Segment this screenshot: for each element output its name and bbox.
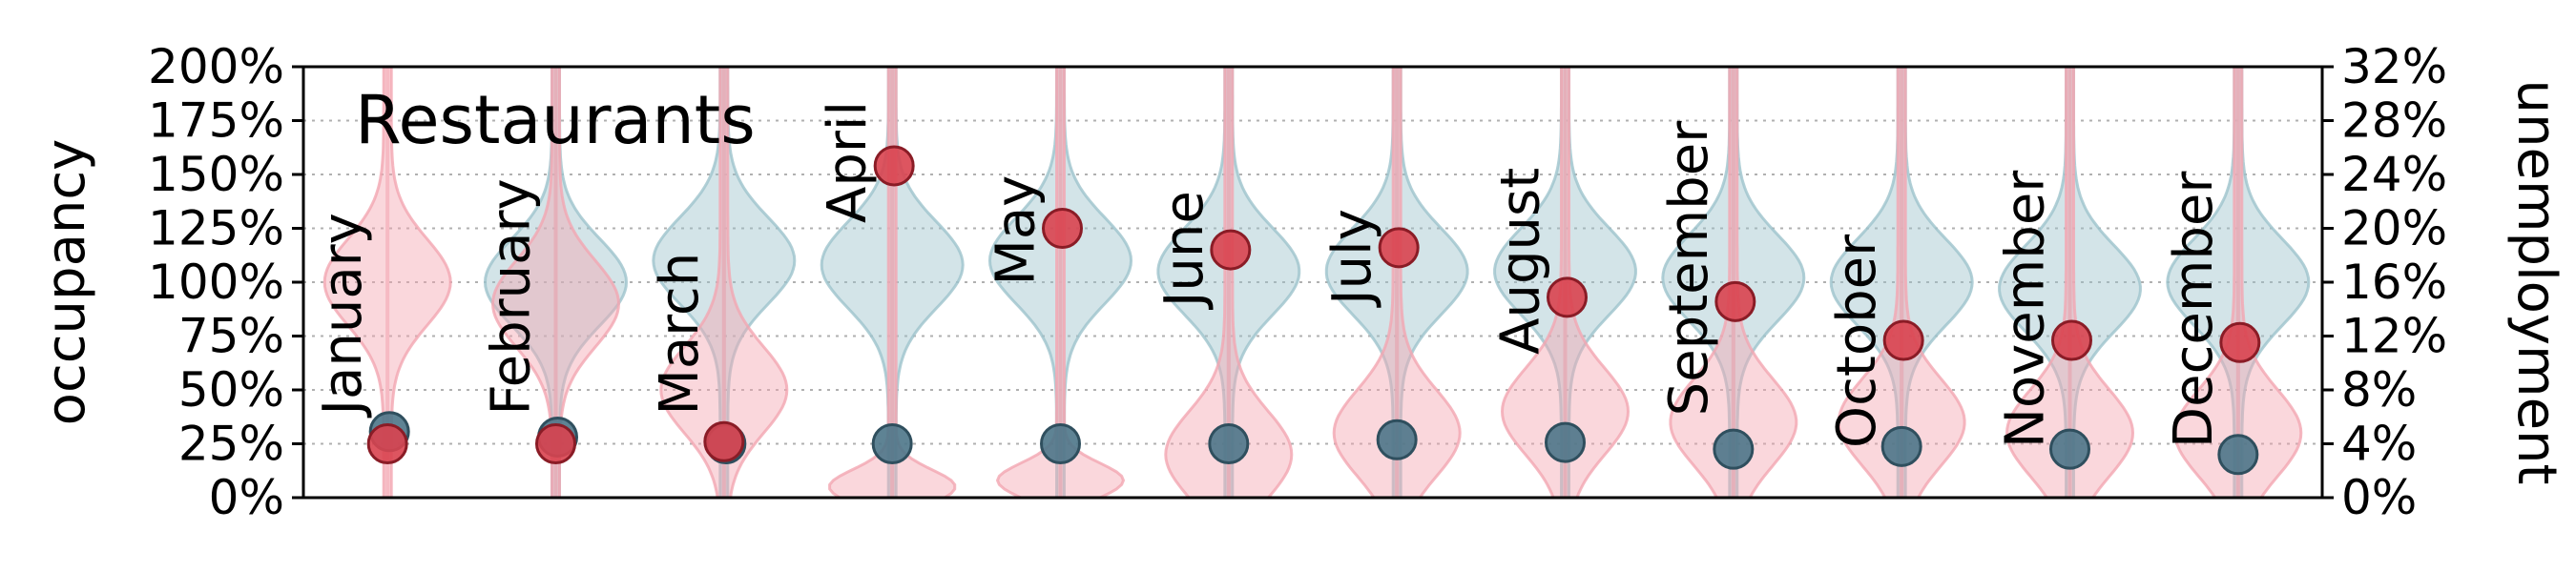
unemployment-marker [2049,428,2090,470]
right-tick-label: 24% [2341,147,2447,202]
month-label: March [649,253,711,416]
occupancy-marker [535,423,576,464]
unemployment-marker [1376,419,1418,460]
right-tick-label: 16% [2341,255,2447,310]
y-axis-label-right: unemployment [2505,80,2567,485]
occupancy-marker [1210,229,1252,271]
occupancy-marker [2051,319,2092,361]
month-label: November [1995,170,2057,448]
markers [366,145,2261,476]
occupancy-marker [1378,227,1420,269]
left-tick-label: 25% [178,417,284,472]
month-label: January [312,213,374,418]
right-axis: 0%4%8%12%16%20%24%28%32% [2322,39,2447,525]
right-tick-label: 28% [2341,93,2447,149]
month-label: May [986,175,1048,286]
left-tick-label: 50% [178,362,284,418]
unemployment-marker [1040,423,1081,464]
right-tick-label: 20% [2341,201,2447,256]
left-tick-label: 175% [148,93,284,149]
unemployment-marker [1713,428,1755,470]
occupancy-marker [703,420,745,462]
unemployment-marker [1545,421,1586,463]
left-tick-label: 150% [148,147,284,202]
right-tick-label: 12% [2341,309,2447,364]
grid-lines [303,119,2322,445]
month-label: June [1153,191,1215,310]
occupancy-marker [1042,208,1083,249]
month-label: September [1658,120,1720,417]
left-tick-label: 200% [148,39,284,94]
unemployment-marker [1880,425,1922,467]
month-label: August [1490,168,1552,355]
panel-title: Restaurants [355,81,756,159]
occupancy-marker [1882,319,1924,361]
right-tick-label: 0% [2341,470,2417,525]
left-tick-label: 125% [148,201,284,256]
unemployment-marker [2217,434,2259,476]
month-labels: January February March April May June July Augu… [312,101,2225,448]
occupancy-marker [366,423,408,464]
y-axis-label-left: occupancy [35,139,97,426]
right-tick-label: 4% [2341,417,2417,472]
occupancy-marker [1547,276,1588,318]
month-label: February [481,178,543,415]
left-tick-label: 0% [209,470,284,525]
right-tick-label: 8% [2341,362,2417,418]
month-label: April [817,101,879,223]
month-label: October [1826,234,1888,448]
occupancy-marker [873,145,915,187]
right-tick-label: 32% [2341,39,2447,94]
occupancy-marker [1714,280,1756,322]
unemployment-marker [871,423,913,464]
occupancy-marker [2219,321,2261,363]
month-label: July [1321,209,1383,308]
month-label: December [2163,171,2225,448]
left-axis: 0%25%50%75%100%125%150%175%200% [148,39,303,525]
left-tick-label: 75% [178,309,284,364]
left-tick-label: 100% [148,255,284,310]
unemployment-marker [1208,423,1250,464]
